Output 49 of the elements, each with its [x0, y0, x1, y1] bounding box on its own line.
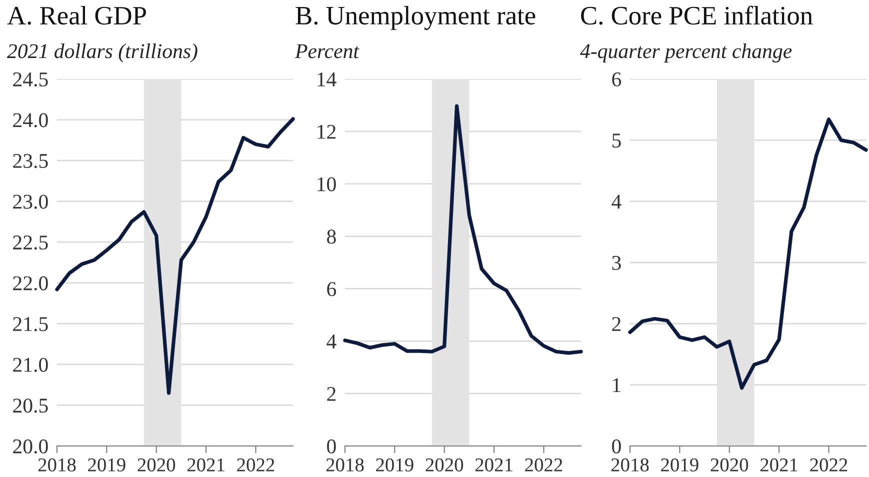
x-tick-label: 2022 [237, 458, 274, 472]
chart-subtitle: 2021 dollars (trillions) [7, 44, 198, 62]
y-tick-label: 21.0 [13, 358, 48, 372]
chart-title: C. Core PCE inflation [581, 6, 813, 25]
y-tick-label: 22.5 [13, 236, 48, 250]
x-tick-label: 2018 [611, 458, 649, 472]
x-tick-label: 2018 [38, 458, 76, 472]
chart-title: A. Real GDP [7, 6, 146, 25]
y-tick-label: 6 [612, 72, 622, 86]
y-tick-label: 23.0 [13, 194, 48, 209]
y-tick-label: 12 [318, 124, 336, 139]
y-tick-label: 5 [612, 134, 621, 148]
x-tick-label: 2020 [426, 458, 464, 472]
x-tick-label: 2021 [187, 458, 224, 472]
y-tick-label: 23.5 [13, 154, 48, 168]
line-series [343, 104, 583, 355]
y-tick-label: 22.0 [13, 276, 48, 290]
line-series [55, 117, 295, 395]
line-series [628, 118, 868, 390]
x-tick-label: 2018 [326, 458, 364, 472]
y-tick-label: 20.0 [13, 439, 48, 454]
y-tick-label: 6 [327, 282, 336, 296]
x-tick-label: 2019 [376, 458, 414, 472]
y-tick-label: 8 [327, 230, 336, 244]
y-tick-label: 24.0 [13, 113, 48, 128]
x-tick-label: 2019 [661, 458, 698, 472]
y-tick-label: 2 [327, 387, 336, 401]
x-tick-label: 2022 [810, 458, 848, 472]
chart-title: B. Unemployment rate [296, 6, 536, 30]
x-tick-label: 2020 [710, 458, 748, 472]
x-tick-label: 2019 [88, 458, 126, 472]
chart-subtitle: Percent [294, 44, 360, 58]
x-tick-label: 2020 [138, 458, 176, 472]
chart-subtitle: 4-quarter percent change [580, 44, 792, 62]
x-tick-label: 2021 [760, 458, 798, 472]
y-tick-label: 1 [613, 378, 620, 392]
y-tick-label: 0 [327, 439, 336, 454]
y-tick-label: 0 [612, 439, 621, 454]
y-tick-label: 24.5 [13, 72, 48, 87]
y-tick-label: 14 [318, 72, 336, 86]
y-tick-label: 4 [326, 334, 336, 348]
y-tick-label: 21.5 [13, 317, 48, 332]
y-tick-label: 3 [612, 256, 621, 270]
y-tick-label: 2 [612, 317, 621, 331]
y-tick-label: 20.5 [13, 398, 48, 413]
x-tick-label: 2022 [525, 458, 562, 472]
y-tick-label: 4 [612, 194, 622, 209]
y-tick-label: 10 [318, 177, 336, 192]
x-tick-label: 2021 [475, 458, 512, 472]
